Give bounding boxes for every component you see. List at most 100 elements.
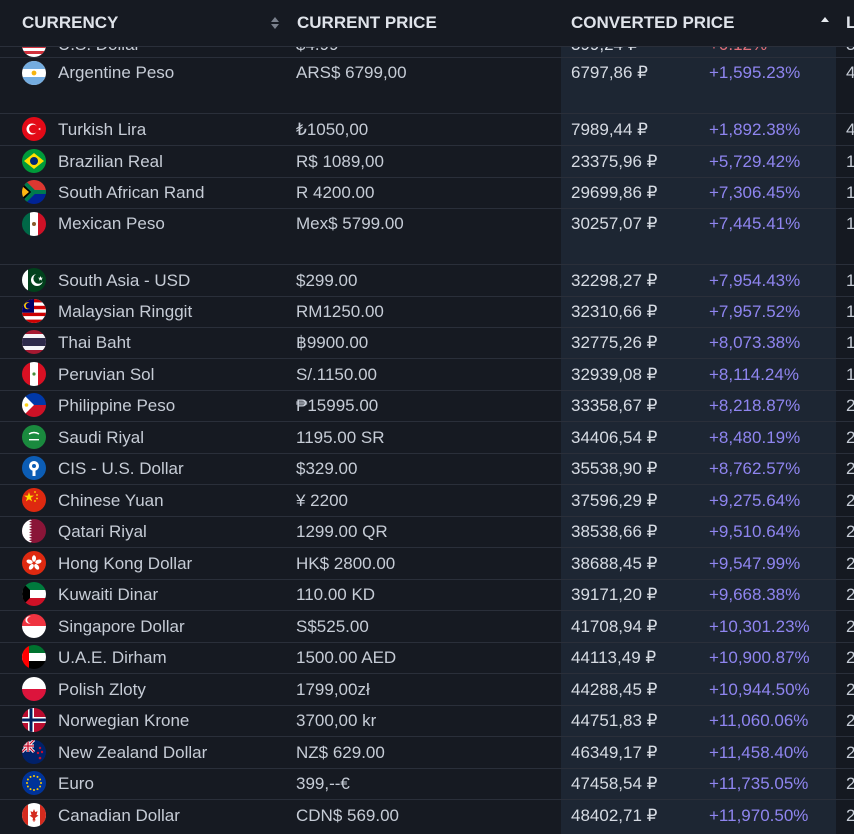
table-row[interactable]: Argentine Peso ARS$ 6799,00 6797,86 ₽ +1…	[0, 57, 854, 114]
table-row[interactable]: Malaysian Ringgit RM1250.00 32310,66 ₽ +…	[0, 296, 854, 328]
flag-pakistan-icon	[22, 268, 46, 292]
price-diff-percent: +7,954.43%	[709, 271, 801, 290]
converted-price: 48402,71 ₽	[571, 806, 658, 825]
converted-price: 44288,45 ₽	[571, 680, 658, 699]
last-col-value: 1	[846, 333, 854, 352]
sort-ascending-icon[interactable]	[820, 14, 830, 32]
column-header-current-price[interactable]: CURRENT PRICE	[297, 13, 437, 32]
flag-new-zealand-icon	[22, 740, 46, 764]
table-row[interactable]: U.A.E. Dirham 1500.00 AED 44113,49 ₽ +10…	[0, 642, 854, 674]
converted-price: 47458,54 ₽	[571, 774, 658, 793]
current-price: 3700,00 kr	[296, 711, 377, 730]
converted-price: 32939,08 ₽	[571, 365, 658, 384]
flag-kuwait-icon	[22, 582, 46, 606]
flag-thailand-icon	[22, 330, 46, 354]
currency-name: Chinese Yuan	[58, 491, 164, 510]
table-row[interactable]: Hong Kong Dollar HK$ 2800.00 38688,45 ₽ …	[0, 548, 854, 580]
price-diff-percent: +8,073.38%	[709, 333, 801, 352]
current-price: R$ 1089,00	[296, 152, 384, 171]
price-diff-percent: +7,957.52%	[709, 302, 801, 321]
table-row[interactable]: Qatari Riyal 1299.00 QR 38538,66 ₽ +9,51…	[0, 516, 854, 548]
sort-both-icon[interactable]	[270, 14, 280, 32]
table-row[interactable]: CIS - U.S. Dollar $329.00 35538,90 ₽ +8,…	[0, 453, 854, 485]
table-row[interactable]: New Zealand Dollar NZ$ 629.00 46349,17 ₽…	[0, 737, 854, 769]
flag-turkey-icon	[22, 117, 46, 141]
converted-price: 33358,67 ₽	[571, 396, 658, 415]
column-header-currency[interactable]: CURRENCY	[22, 13, 119, 32]
table-row[interactable]: Canadian Dollar CDN$ 569.00 48402,71 ₽ +…	[0, 800, 854, 834]
price-diff-percent: +1,595.23%	[709, 63, 801, 82]
last-col-value: 1	[846, 152, 854, 171]
converted-price: 34406,54 ₽	[571, 428, 658, 447]
current-price: ¥ 2200	[296, 491, 348, 510]
current-price: HK$ 2800.00	[296, 554, 396, 573]
flag-cis-icon	[22, 456, 46, 480]
converted-price: 44751,83 ₽	[571, 711, 658, 730]
table-row[interactable]: Peruvian Sol S/.1150.00 32939,08 ₽ +8,11…	[0, 359, 854, 391]
table-row[interactable]: Thai Baht ฿9900.00 32775,26 ₽ +8,073.38%…	[0, 327, 854, 359]
currency-name: South Asia - USD	[58, 271, 191, 290]
flag-china-icon	[22, 488, 46, 512]
flag-norway-icon	[22, 708, 46, 732]
last-col-value: 1	[846, 214, 854, 233]
table-row[interactable]: Turkish Lira ₺1050,00 7989,44 ₽ +1,892.3…	[0, 114, 854, 146]
table-row[interactable]: Norwegian Krone 3700,00 kr 44751,83 ₽ +1…	[0, 705, 854, 737]
current-price: 1799,00zł	[296, 680, 370, 699]
current-price: NZ$ 629.00	[296, 743, 385, 762]
price-diff-percent: +5,729.42%	[709, 152, 801, 171]
converted-price: 29699,86 ₽	[571, 183, 658, 202]
current-price: ฿9900.00	[296, 333, 369, 352]
price-diff-percent: +1,892.38%	[709, 120, 801, 139]
currency-name: Singapore Dollar	[58, 617, 185, 636]
converted-price: 38688,45 ₽	[571, 554, 658, 573]
converted-price: 23375,96 ₽	[571, 152, 658, 171]
table-row[interactable]: South African Rand R 4200.00 29699,86 ₽ …	[0, 177, 854, 209]
table-row[interactable]: Kuwaiti Dinar 110.00 KD 39171,20 ₽ +9,66…	[0, 579, 854, 611]
column-header-truncated[interactable]: L	[846, 13, 854, 32]
table-row[interactable]: Mexican Peso Mex$ 5799.00 30257,07 ₽ +7,…	[0, 208, 854, 265]
price-diff-percent: +10,900.87%	[709, 648, 810, 667]
table-row[interactable]: Saudi Riyal 1195.00 SR 34406,54 ₽ +8,480…	[0, 422, 854, 454]
last-col-value: 2	[846, 648, 854, 667]
converted-price: 32775,26 ₽	[571, 333, 658, 352]
last-col-value: 2	[846, 711, 854, 730]
currency-name: U.A.E. Dirham	[58, 648, 167, 667]
current-price: 1195.00 SR	[296, 428, 385, 447]
current-price: S$525.00	[296, 617, 369, 636]
flag-brazil-icon	[22, 149, 46, 173]
table-row[interactable]: Singapore Dollar S$525.00 41708,94 ₽ +10…	[0, 611, 854, 643]
last-col-value: 1	[846, 183, 854, 202]
current-price: ARS$ 6799,00	[296, 63, 407, 82]
price-diff-percent: +7,306.45%	[709, 183, 801, 202]
converted-price: 30257,07 ₽	[571, 214, 658, 233]
flag-poland-icon	[22, 677, 46, 701]
table-row[interactable]: Philippine Peso ₱15995.00 33358,67 ₽ +8,…	[0, 390, 854, 422]
currency-name: South African Rand	[58, 183, 205, 202]
currency-name: Turkish Lira	[58, 120, 147, 139]
converted-column-bg	[561, 0, 836, 834]
last-col-value: 2	[846, 806, 854, 825]
flag-eu-icon	[22, 771, 46, 795]
converted-price: 46349,17 ₽	[571, 743, 658, 762]
last-col-value: 4	[846, 63, 854, 82]
table-row[interactable]: Chinese Yuan ¥ 2200 37596,29 ₽ +9,275.64…	[0, 485, 854, 517]
currency-name: New Zealand Dollar	[58, 743, 208, 762]
column-header-converted-price[interactable]: CONVERTED PRICE	[571, 13, 735, 32]
table-row[interactable]: Brazilian Real R$ 1089,00 23375,96 ₽ +5,…	[0, 146, 854, 178]
converted-price: 38538,66 ₽	[571, 522, 658, 541]
last-col-value: 2	[846, 774, 854, 793]
price-diff-percent: +8,218.87%	[709, 396, 801, 415]
current-price: R 4200.00	[296, 183, 375, 202]
flag-philippines-icon	[22, 393, 46, 417]
price-diff-percent: +9,510.64%	[709, 522, 801, 541]
table-row[interactable]: Euro 399,--€ 47458,54 ₽ +11,735.05% 2	[0, 768, 854, 800]
currency-name: Hong Kong Dollar	[58, 554, 193, 573]
last-col-value: 2	[846, 585, 854, 604]
table-row[interactable]: Polish Zloty 1799,00zł 44288,45 ₽ +10,94…	[0, 674, 854, 706]
currency-name: Argentine Peso	[58, 63, 175, 82]
flag-hong-kong-icon	[22, 551, 46, 575]
table-row[interactable]: South Asia - USD $299.00 32298,27 ₽ +7,9…	[0, 265, 854, 297]
price-diff-percent: +9,275.64%	[709, 491, 801, 510]
flag-qatar-icon	[22, 519, 46, 543]
flag-uae-icon	[22, 645, 46, 669]
